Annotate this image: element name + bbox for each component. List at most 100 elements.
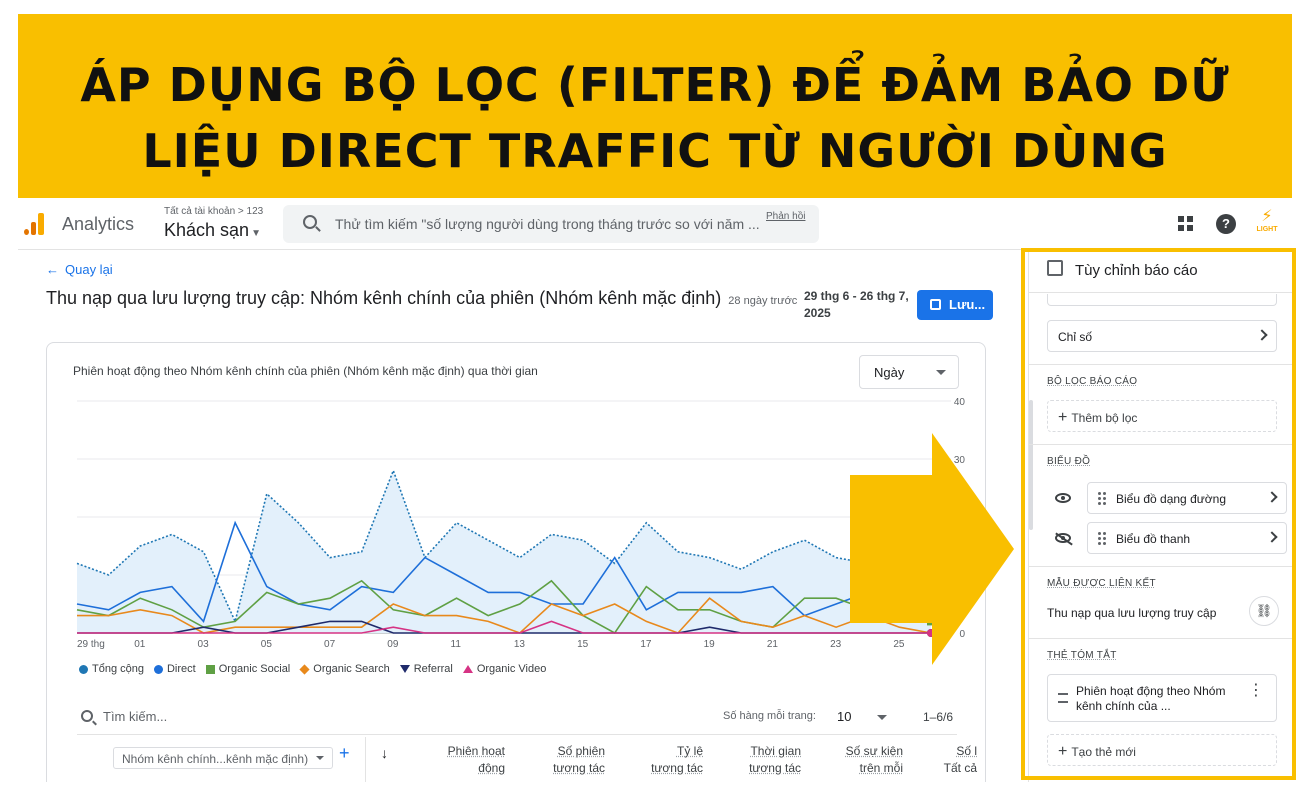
add-dimension-button[interactable]: + bbox=[339, 743, 350, 763]
legend-item[interactable]: Organic Social bbox=[205, 663, 290, 675]
divider bbox=[1029, 638, 1292, 639]
save-label: Lưu... bbox=[949, 297, 986, 312]
page-title-text: Thu nạp qua lưu lượng truy cập: Nhóm kên… bbox=[46, 288, 722, 308]
chevron-right-icon bbox=[1266, 531, 1278, 543]
column-header-engaged-sessions[interactable]: Số phiên tương tác bbox=[553, 744, 605, 775]
x-tick-label: 13 bbox=[514, 639, 526, 650]
date-range-picker[interactable]: 29 thg 6 - 26 thg 7, 2025 bbox=[804, 289, 909, 320]
account-breadcrumb[interactable]: Tất cả tài khoản > 123 bbox=[164, 206, 264, 217]
back-label: Quay lại bbox=[65, 262, 113, 277]
column-header-engagement-rate[interactable]: Tỷ lệ tương tác bbox=[651, 744, 703, 775]
x-tick-label: 21 bbox=[767, 639, 779, 650]
eye-off-icon[interactable] bbox=[1055, 533, 1071, 543]
dimension-select[interactable]: Nhóm kênh chính...kênh mặc định) bbox=[113, 747, 333, 769]
customize-report-panel: Tùy chỉnh báo cáo Chỉ số BỘ LỌC BÁO CÁO … bbox=[1028, 250, 1292, 782]
linked-template-section-title: MẪU ĐƯỢC LIÊN KẾT bbox=[1047, 578, 1156, 589]
analytics-logo-icon[interactable] bbox=[24, 213, 46, 235]
light-logo: ⚡ LIGHT bbox=[1254, 208, 1280, 240]
legend-item[interactable]: Organic Search bbox=[299, 663, 390, 675]
more-vert-icon[interactable]: ⋮ bbox=[1248, 682, 1264, 699]
legend-marker-icon bbox=[462, 665, 473, 673]
analytics-app: Analytics Tất cả tài khoản > 123 Khách s… bbox=[18, 198, 1292, 782]
chart-bar-row[interactable]: Biểu đồ thanh bbox=[1087, 522, 1287, 554]
caret-down-icon: ▼ bbox=[251, 228, 261, 239]
plus-icon: + bbox=[1058, 409, 1068, 426]
column-divider bbox=[365, 737, 366, 782]
caret-down-icon[interactable] bbox=[877, 715, 887, 720]
legend-label: Organic Video bbox=[476, 663, 547, 675]
series-line bbox=[76, 520, 932, 623]
create-card-button[interactable]: + Tạo thẻ mới bbox=[1047, 734, 1277, 766]
summary-card-item[interactable]: Phiên hoạt động theo Nhóm kênh chính của… bbox=[1047, 674, 1277, 722]
x-tick-label: 25 bbox=[893, 639, 905, 650]
back-link[interactable]: ← Quay lại bbox=[46, 262, 113, 277]
sort-desc-icon[interactable]: ↓ bbox=[381, 745, 388, 761]
panel-scrollbar[interactable] bbox=[1029, 400, 1033, 530]
x-tick-label: 09 bbox=[387, 639, 399, 650]
legend-label: Referral bbox=[413, 663, 453, 675]
table-search-input[interactable]: Tìm kiếm... bbox=[103, 709, 168, 724]
banner-line-2: LIỆU DIRECT TRAFFIC TỪ NGƯỜI DÙNG bbox=[142, 124, 1168, 178]
legend-label: Direct bbox=[166, 663, 196, 675]
x-tick-label: 11 bbox=[451, 639, 462, 650]
chart-line-row[interactable]: Biểu đồ dạng đường bbox=[1087, 482, 1287, 514]
chevron-right-icon bbox=[1256, 329, 1268, 341]
unlink-icon[interactable]: ⛓ bbox=[1249, 596, 1279, 626]
add-filter-label: Thêm bộ lọc bbox=[1071, 411, 1138, 425]
granularity-value: Ngày bbox=[874, 365, 905, 380]
feedback-link[interactable]: Phản hồi bbox=[766, 211, 806, 222]
drag-handle-icon[interactable] bbox=[1098, 492, 1106, 505]
x-tick-label: 19 bbox=[704, 639, 716, 650]
help-icon[interactable]: ? bbox=[1216, 214, 1236, 234]
legend-marker-icon bbox=[79, 664, 88, 674]
search-icon bbox=[303, 215, 317, 229]
chart-title: Phiên hoạt động theo Nhóm kênh chính của… bbox=[73, 364, 538, 378]
lightning-bolt-icon: ⚡ bbox=[1261, 208, 1273, 225]
chart-legend: Tổng cộng Direct Organic Social Organic Sea… bbox=[79, 663, 546, 675]
chart-line-label: Biểu đồ dạng đường bbox=[1116, 492, 1226, 506]
legend-item[interactable]: Referral bbox=[399, 663, 453, 675]
x-tick-label: 15 bbox=[577, 639, 589, 650]
chevron-right-icon bbox=[1266, 491, 1278, 503]
column-header-events-per[interactable]: Số sự kiện trên mỗi bbox=[845, 744, 903, 775]
x-tick-label: 03 bbox=[198, 639, 210, 650]
pointer-arrow-icon bbox=[850, 433, 1014, 665]
legend-item[interactable]: Direct bbox=[153, 663, 196, 675]
granularity-dropdown[interactable]: Ngày bbox=[859, 355, 959, 389]
dimensions-row-partial[interactable] bbox=[1047, 294, 1277, 306]
add-filter-button[interactable]: + Thêm bộ lọc bbox=[1047, 400, 1277, 432]
divider bbox=[1029, 364, 1292, 365]
drag-handle-icon[interactable] bbox=[1098, 532, 1106, 545]
legend-marker-icon bbox=[205, 664, 215, 674]
column-header-engagement-time[interactable]: Thời gian tương tác bbox=[749, 744, 801, 775]
linked-template-name: Thu nạp qua lưu lượng truy cập bbox=[1047, 606, 1217, 620]
table-header: Nhóm kênh chính...kênh mặc định) + ↓ Phi… bbox=[77, 737, 977, 782]
legend-item[interactable]: Tổng cộng bbox=[79, 663, 144, 675]
save-button[interactable]: Lưu... bbox=[917, 290, 993, 320]
series-line bbox=[76, 579, 931, 635]
column-header-sessions[interactable]: Phiên hoạt động bbox=[447, 744, 505, 775]
legend-label: Tổng cộng bbox=[92, 663, 144, 675]
series-line bbox=[76, 468, 932, 624]
plus-icon: + bbox=[1058, 743, 1068, 760]
apps-grid-icon[interactable] bbox=[1178, 216, 1194, 232]
line-chart[interactable]: 01020304029 thg0103050709111315171921232… bbox=[47, 343, 987, 663]
property-selector[interactable]: Khách sạn ▼ bbox=[164, 220, 261, 241]
pagination-label: 1–6/6 bbox=[923, 710, 954, 724]
search-input[interactable]: Thử tìm kiếm "số lượng người dùng trong … bbox=[335, 216, 760, 232]
arrow-left-icon: ← bbox=[46, 262, 59, 277]
legend-marker-icon bbox=[399, 665, 410, 673]
summary-card-label: Phiên hoạt động theo Nhóm kênh chính của… bbox=[1076, 684, 1226, 713]
y-tick-label: 30 bbox=[954, 455, 966, 466]
y-tick-label: 40 bbox=[954, 397, 966, 408]
metrics-row[interactable]: Chỉ số bbox=[1047, 320, 1277, 352]
column-header-count[interactable]: Số l Tất cả bbox=[943, 744, 977, 775]
legend-item[interactable]: Organic Video bbox=[462, 663, 547, 675]
search-bar[interactable]: Thử tìm kiếm "số lượng người dùng trong … bbox=[283, 205, 819, 243]
rows-per-page-select[interactable]: 10 bbox=[837, 709, 852, 724]
dimension-value: Nhóm kênh chính...kênh mặc định) bbox=[122, 752, 309, 766]
series-area-total bbox=[77, 470, 931, 633]
y-tick-label: 0 bbox=[959, 629, 965, 640]
property-name: Khách sạn bbox=[164, 220, 250, 240]
eye-icon[interactable] bbox=[1055, 493, 1071, 503]
